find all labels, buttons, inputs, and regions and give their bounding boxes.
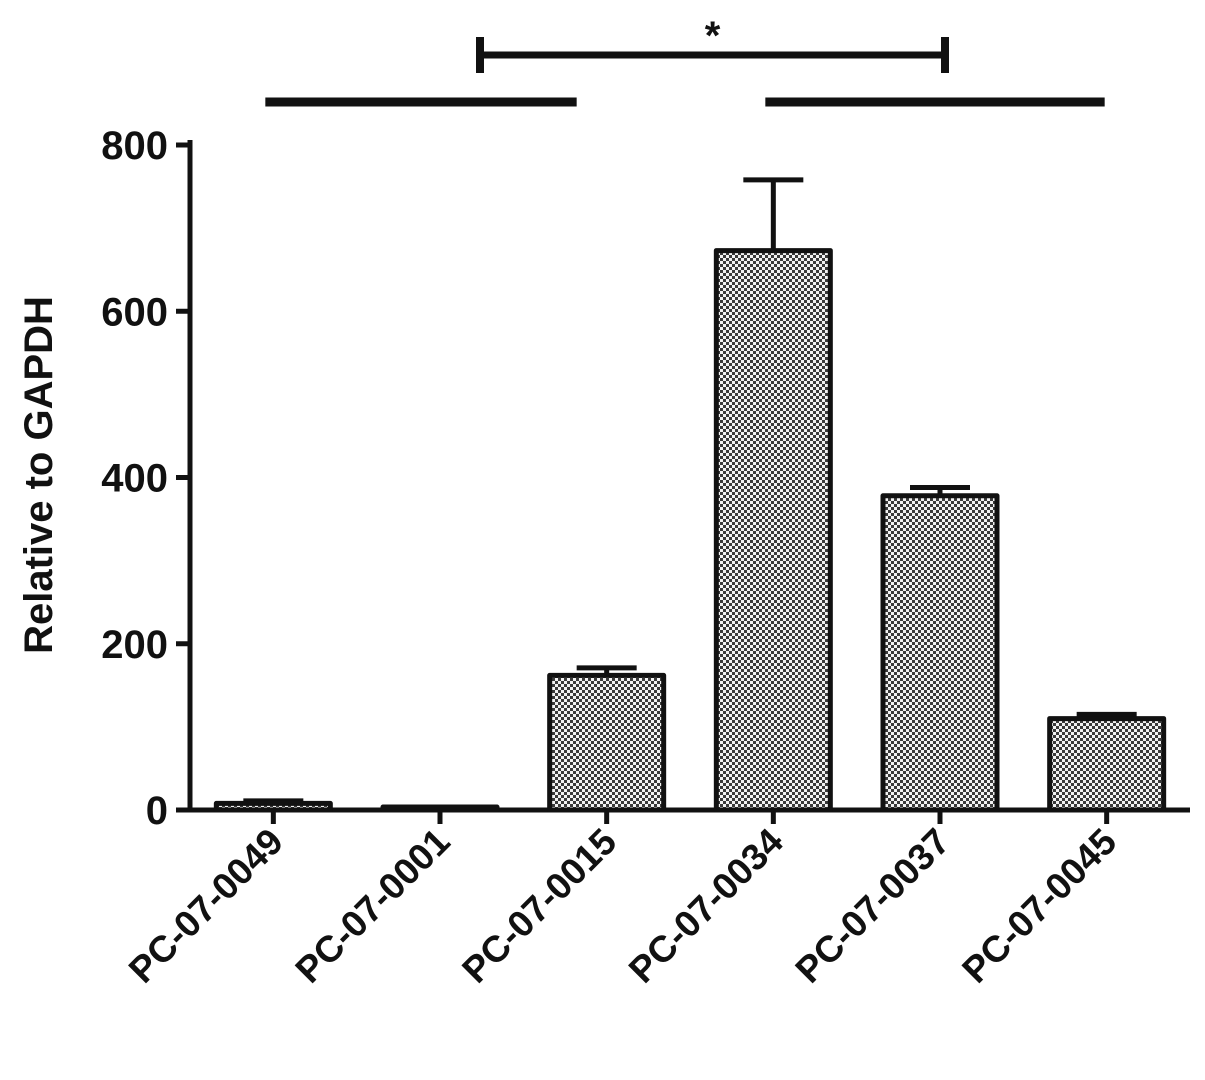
bar-pc-07-0001: [380, 804, 500, 813]
x-tick-label: PC-07-0034: [621, 820, 791, 990]
axes: [176, 140, 1190, 824]
x-tick-label: PC-07-0037: [788, 821, 958, 991]
bar-pc-07-0045: [1047, 716, 1167, 813]
significance-label: *: [705, 14, 721, 58]
x-tick-label: PC-07-0015: [454, 821, 624, 991]
y-tick-label: 0: [146, 789, 168, 833]
x-tick-label: PC-07-0045: [954, 821, 1124, 991]
bar-pc-07-0037: [880, 493, 1000, 813]
y-tick-label: 600: [101, 290, 168, 334]
y-tick-label: 400: [101, 457, 168, 501]
x-tick-label: PC-07-0001: [288, 821, 458, 991]
bar-pc-07-0034: [713, 248, 833, 813]
significance-annotation: *: [265, 14, 1105, 107]
y-tick-label: 800: [101, 124, 168, 168]
y-tick-label: 200: [101, 623, 168, 667]
bar-pc-07-0049: [213, 800, 333, 813]
x-tick-label: PC-07-0049: [121, 821, 291, 991]
bar-pc-07-0015: [547, 672, 667, 813]
bars: [213, 177, 1167, 813]
y-axis-label: Relative to GAPDH: [17, 296, 61, 654]
